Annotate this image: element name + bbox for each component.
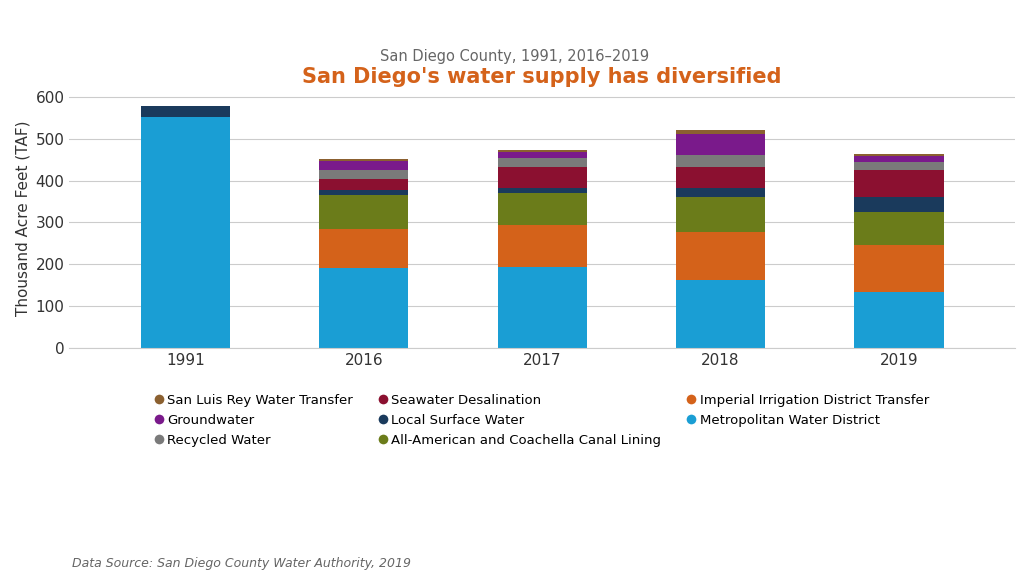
- Bar: [676, 155, 765, 166]
- Bar: [497, 192, 587, 225]
- Title: San Diego's water supply has diversified: San Diego's water supply has diversified: [303, 67, 782, 87]
- Bar: [855, 245, 943, 292]
- Bar: [497, 166, 587, 188]
- Bar: [497, 150, 587, 151]
- Bar: [141, 117, 230, 348]
- Bar: [319, 268, 409, 348]
- Bar: [497, 151, 587, 158]
- Bar: [319, 169, 409, 179]
- Bar: [855, 156, 943, 162]
- Legend: San Luis Rey Water Transfer, Groundwater, Recycled Water, Seawater Desalination,: San Luis Rey Water Transfer, Groundwater…: [156, 393, 929, 447]
- Bar: [676, 130, 765, 134]
- Bar: [319, 159, 409, 161]
- Bar: [497, 225, 587, 267]
- Bar: [676, 197, 765, 232]
- Bar: [676, 232, 765, 280]
- Bar: [855, 212, 943, 245]
- Text: Data Source: San Diego County Water Authority, 2019: Data Source: San Diego County Water Auth…: [72, 557, 411, 570]
- Bar: [676, 280, 765, 348]
- Bar: [855, 154, 943, 156]
- Y-axis label: Thousand Acre Feet (TAF): Thousand Acre Feet (TAF): [15, 120, 30, 316]
- Bar: [855, 197, 943, 212]
- Bar: [855, 170, 943, 197]
- Bar: [319, 229, 409, 268]
- Bar: [319, 190, 409, 195]
- Bar: [497, 158, 587, 166]
- Bar: [855, 292, 943, 348]
- Text: San Diego County, 1991, 2016–2019: San Diego County, 1991, 2016–2019: [380, 49, 650, 64]
- Bar: [141, 107, 230, 117]
- Bar: [319, 195, 409, 229]
- Bar: [319, 179, 409, 190]
- Bar: [497, 188, 587, 192]
- Bar: [855, 162, 943, 170]
- Bar: [319, 161, 409, 169]
- Bar: [676, 134, 765, 155]
- Bar: [497, 267, 587, 348]
- Bar: [676, 166, 765, 188]
- Bar: [676, 188, 765, 197]
